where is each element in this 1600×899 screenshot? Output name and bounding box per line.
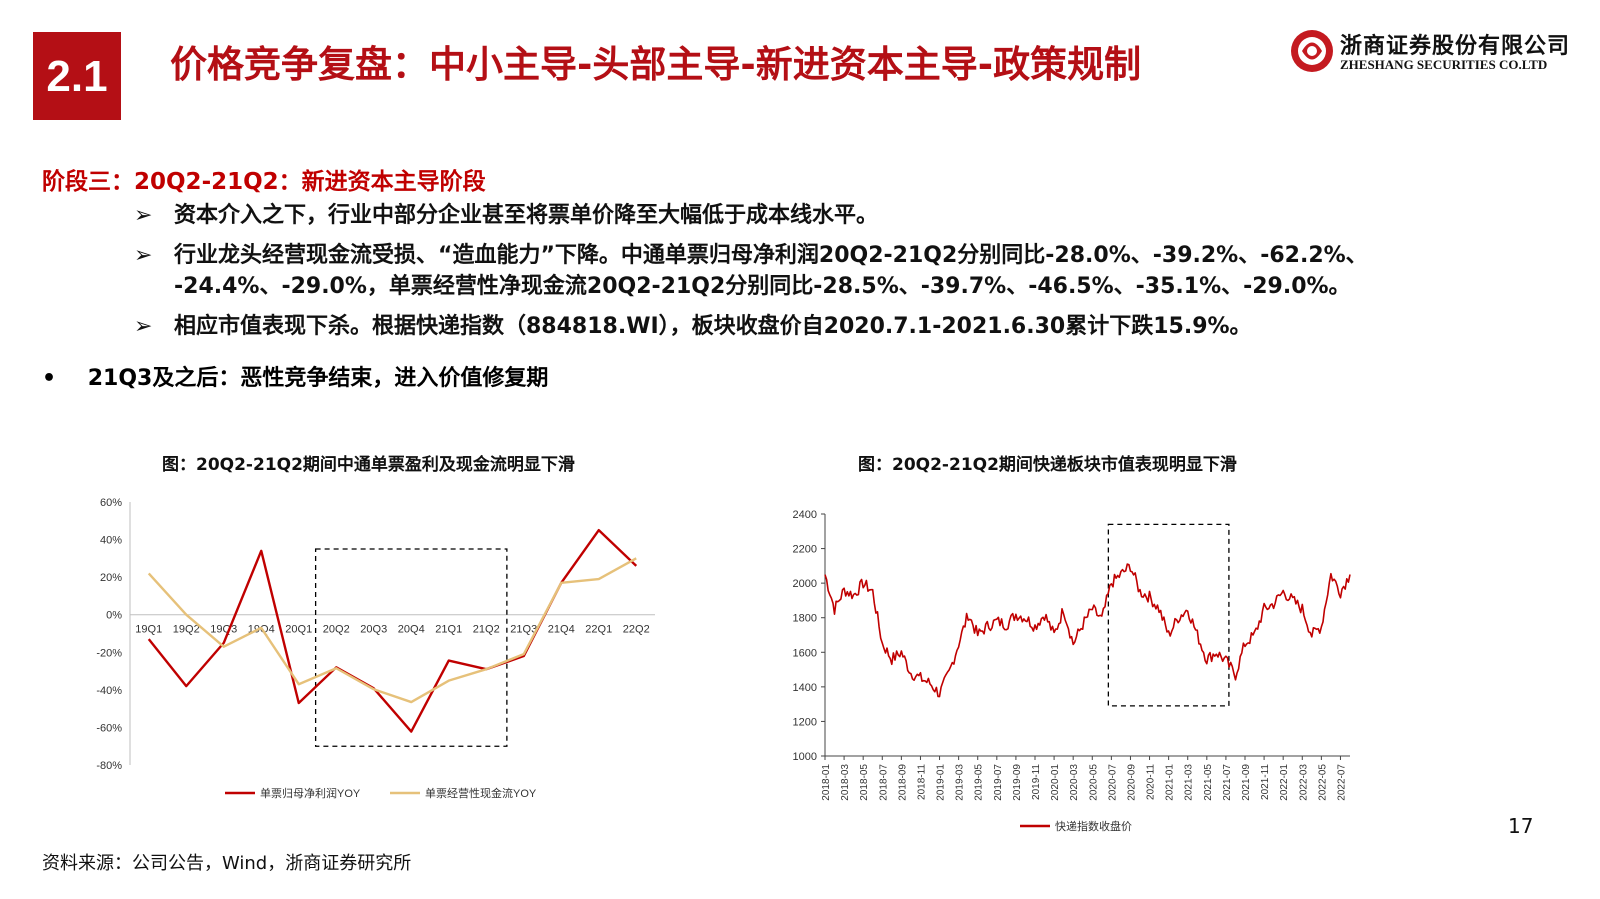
- bullet-item-3: ➢ 相应市值表现下杀。根据快递指数（884818.WI），板块收盘价自2020.…: [134, 311, 1252, 342]
- x-tick-label: 2021-01: [1165, 764, 1176, 801]
- x-tick-label: 2020-01: [1050, 764, 1061, 801]
- x-tick-label: 2021-05: [1203, 764, 1214, 801]
- y-tick-label: -60%: [96, 722, 122, 734]
- y-tick-label: 2000: [793, 578, 817, 590]
- x-tick-label: 2018-01: [821, 764, 832, 801]
- dot-bullet-text: 21Q3及之后：恶性竞争结束，进入价值修复期: [87, 366, 549, 391]
- arrow-bullet-icon: ➢: [134, 243, 153, 268]
- page-number: 17: [1508, 814, 1534, 838]
- y-tick-label: 1800: [793, 613, 817, 625]
- x-tick-label: 2019-05: [974, 764, 985, 801]
- legend-label: 快递指数收盘价: [1055, 819, 1132, 833]
- y-tick-label: -80%: [96, 760, 122, 772]
- x-tick-label: 21Q3: [510, 624, 537, 636]
- x-tick-label: 2018-03: [840, 764, 851, 801]
- bullet-text: 行业龙头经营现金流受损、“造血能力”下降。中通单票归母净利润20Q2-21Q2分…: [174, 243, 1368, 268]
- arrow-bullet-icon: ➢: [134, 203, 153, 228]
- x-tick-label: 2020-07: [1107, 764, 1118, 801]
- x-tick-label: 2022-01: [1279, 764, 1290, 801]
- y-tick-label: 60%: [100, 497, 122, 509]
- legend-label: 单票归母净利润YOY: [260, 786, 361, 800]
- y-tick-label: -20%: [96, 647, 122, 659]
- bullet-text: 资本介入之下，行业中部分企业甚至将票单价降至大幅低于成本线水平。: [174, 203, 879, 228]
- x-tick-label: 20Q3: [360, 624, 387, 636]
- logo-english-name: ZHESHANG SECURITIES CO.LTD: [1340, 57, 1548, 72]
- arrow-bullet-icon: ➢: [134, 314, 153, 339]
- left-line-chart: -80%-60%-40%-20%0%20%40%60%19Q1 19Q2 19Q3 1…: [96, 497, 655, 800]
- x-tick-label: 2021-03: [1184, 764, 1195, 801]
- x-tick-label: 21Q2: [473, 624, 500, 636]
- x-tick-label: 2021-07: [1222, 764, 1233, 801]
- x-tick-label: 20Q2: [323, 624, 350, 636]
- x-tick-label: 2018-11: [916, 764, 927, 800]
- y-tick-label: 1200: [793, 716, 817, 728]
- x-tick-label: 2020-11: [1146, 764, 1157, 800]
- logo-chinese-name: 浙商证券股份有限公司: [1340, 34, 1571, 59]
- x-tick-label: 2018-05: [859, 764, 870, 801]
- zheshang-logo-icon: [1291, 30, 1333, 72]
- x-tick-label: 19Q3: [210, 624, 237, 636]
- dot-bullet-icon: •: [42, 366, 57, 391]
- x-tick-label: 21Q1: [435, 624, 462, 636]
- x-tick-label: 2019-01: [936, 764, 947, 801]
- y-tick-label: 1600: [793, 647, 817, 659]
- y-tick-label: 20%: [100, 572, 122, 584]
- right-chart-title: 图：20Q2-21Q2期间快递板块市值表现明显下滑: [858, 455, 1237, 475]
- y-tick-label: 40%: [100, 535, 122, 547]
- x-tick-label: 2022-05: [1317, 764, 1328, 801]
- y-tick-label: 0%: [106, 610, 122, 622]
- series-line-2: [147, 557, 637, 704]
- dot-bullet-item: • 21Q3及之后：恶性竞争结束，进入价值修复期: [42, 360, 548, 392]
- x-tick-label: 2019-11: [1031, 764, 1042, 800]
- highlight-box: [1107, 523, 1230, 707]
- highlight-box: [314, 548, 508, 747]
- source-note: 资料来源：公司公告，Wind，浙商证券研究所: [42, 853, 412, 874]
- y-tick-label: -40%: [96, 685, 122, 697]
- bullet-text: 相应市值表现下杀。根据快递指数（884818.WI），板块收盘价自2020.7.…: [174, 314, 1252, 339]
- y-tick-label: 1000: [793, 751, 817, 763]
- section-number: 2.1: [46, 52, 108, 101]
- x-tick-label: 2020-03: [1069, 764, 1080, 801]
- x-tick-label: 2018-07: [878, 764, 889, 801]
- legend-label: 单票经营性现金流YOY: [425, 786, 537, 800]
- x-tick-label: 19Q1: [135, 624, 162, 636]
- left-chart-title: 图：20Q2-21Q2期间中通单票盈利及现金流明显下滑: [162, 455, 575, 475]
- x-tick-label: 20Q1: [285, 624, 312, 636]
- right-line-chart: 1000 1200 1400 1600 1800 2000 2200 2400 2018-01 2…: [793, 509, 1351, 833]
- series-line-1: [824, 563, 1351, 698]
- y-tick-label: 1400: [793, 682, 817, 694]
- bullet-text: -24.4%、-29.0%，单票经营性净现金流20Q2-21Q2分别同比-28.…: [174, 274, 1351, 299]
- stage-heading: 阶段三：20Q2-21Q2：新进资本主导阶段: [42, 169, 486, 195]
- x-tick-label: 2018-09: [897, 764, 908, 801]
- company-logo: 浙商证券股份有限公司 ZHESHANG SECURITIES CO.LTD: [1288, 24, 1578, 78]
- x-tick-label: 22Q1: [585, 624, 612, 636]
- x-tick-label: 2019-07: [993, 764, 1004, 801]
- x-tick-label: 2021-11: [1260, 764, 1271, 800]
- section-badge: 2.1: [33, 32, 121, 120]
- x-tick-label: 2022-07: [1336, 764, 1347, 801]
- y-tick-label: 2200: [793, 544, 817, 556]
- x-tick-label: 2022-03: [1298, 764, 1309, 801]
- x-tick-label: 22Q2: [623, 624, 650, 636]
- x-tick-label: 21Q4: [548, 624, 575, 636]
- x-tick-label: 20Q4: [398, 624, 425, 636]
- x-tick-label: 2019-09: [1012, 764, 1023, 801]
- x-tick-label: 2021-09: [1241, 764, 1252, 801]
- x-tick-label: 2019-03: [955, 764, 966, 801]
- y-tick-label: 2400: [793, 509, 817, 521]
- x-tick-label: 2020-09: [1126, 764, 1137, 801]
- bullet-item-1: ➢ 资本介入之下，行业中部分企业甚至将票单价降至大幅低于成本线水平。: [134, 200, 879, 231]
- page-title: 价格竞争复盘：中小主导-头部主导-新进资本主导-政策规制: [170, 43, 1142, 86]
- bullet-item-2: ➢ 行业龙头经营现金流受损、“造血能力”下降。中通单票归母净利润20Q2-21Q…: [134, 240, 1368, 271]
- x-tick-label: 2020-05: [1088, 764, 1099, 801]
- bullet-item-2-continued: -24.4%、-29.0%，单票经营性净现金流20Q2-21Q2分别同比-28.…: [174, 271, 1351, 302]
- x-tick-label: 19Q2: [173, 624, 200, 636]
